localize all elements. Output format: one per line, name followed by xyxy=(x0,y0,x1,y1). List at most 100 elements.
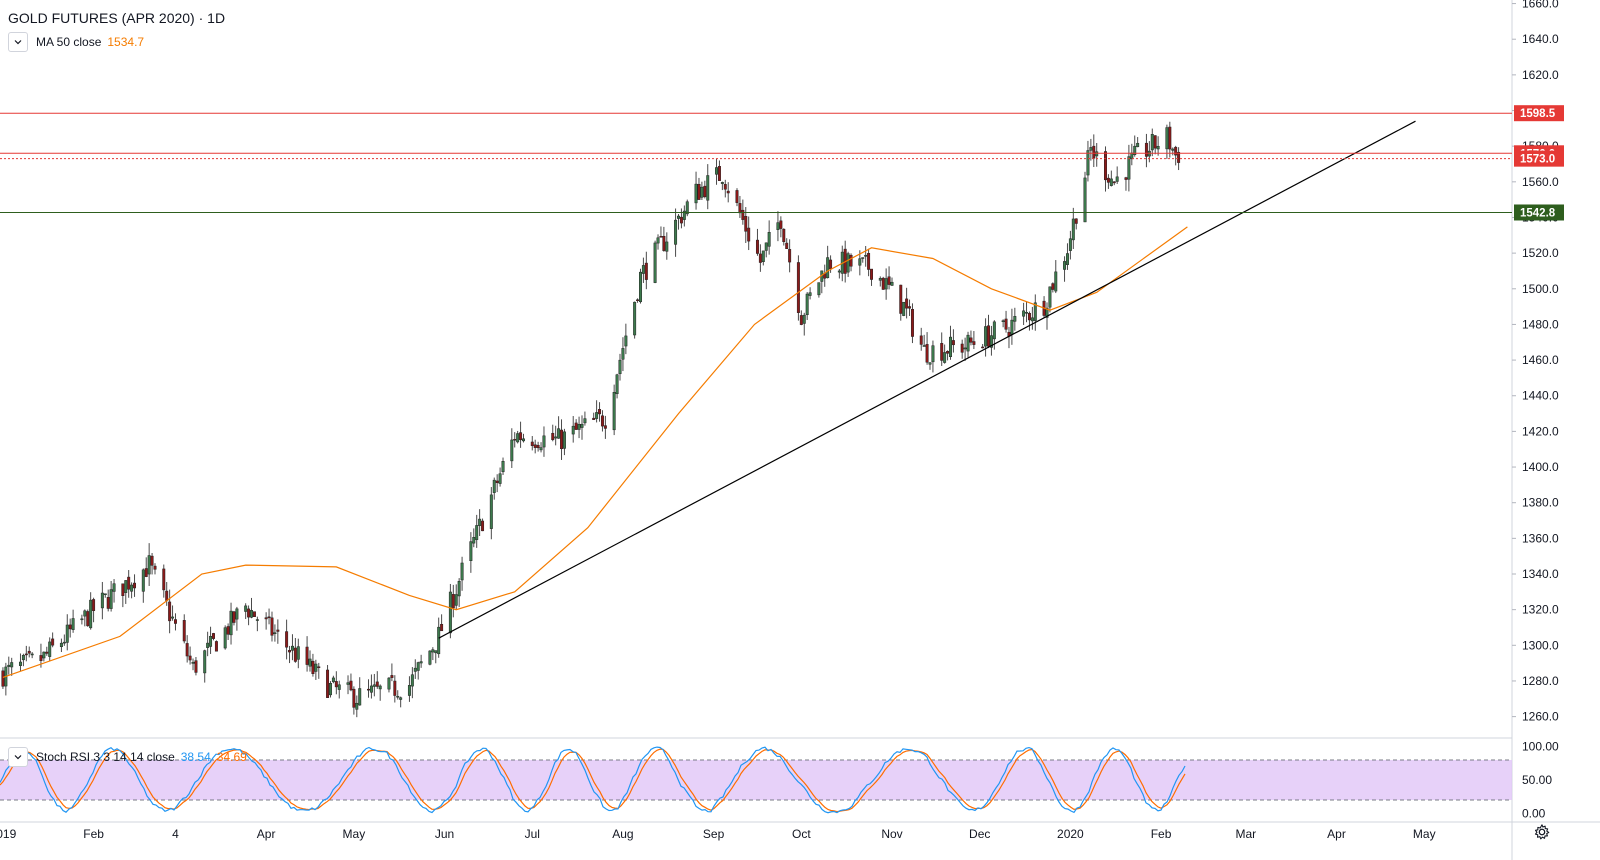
time-tick-label: Nov xyxy=(881,827,902,841)
candle-body xyxy=(583,418,587,424)
candle-body xyxy=(168,601,172,622)
collapse-legend-button[interactable] xyxy=(8,32,28,52)
candle-body xyxy=(1,670,5,687)
time-tick-label: Feb xyxy=(1151,827,1172,841)
candle-body xyxy=(1109,178,1113,186)
candle-body xyxy=(577,424,581,430)
candle-body xyxy=(870,268,873,280)
candle-body xyxy=(1074,218,1078,224)
candle-body xyxy=(1095,151,1099,157)
stoch-rsi-tick-label: 100.00 xyxy=(1522,740,1559,754)
candle-body xyxy=(416,662,420,671)
candle-body xyxy=(1153,135,1157,149)
candle-body xyxy=(48,641,52,657)
candle-body xyxy=(554,436,558,439)
time-tick-label: Dec xyxy=(969,827,990,841)
candle-body xyxy=(214,641,218,652)
candle-body xyxy=(375,681,379,687)
ma-label: MA 50 close xyxy=(36,35,102,49)
candle-body xyxy=(326,669,330,698)
candle-body xyxy=(539,447,543,451)
candle-body xyxy=(1010,319,1014,335)
candle-body xyxy=(434,650,438,654)
price-level-tag xyxy=(1514,204,1564,221)
stoch-rsi-label: Stoch RSI 3 3 14 14 close xyxy=(36,750,175,764)
candle-body xyxy=(1004,318,1008,330)
candle-body xyxy=(1165,127,1169,150)
candle-body xyxy=(706,175,710,201)
candle-body xyxy=(188,655,192,661)
candle-body xyxy=(931,345,935,363)
candle-body xyxy=(960,343,964,353)
time-tick-label: Oct xyxy=(792,827,811,841)
candle-body xyxy=(112,583,116,592)
candle-body xyxy=(367,688,370,691)
candle-body xyxy=(943,352,947,363)
settings-button[interactable] xyxy=(1532,822,1552,842)
candle-body xyxy=(290,645,294,651)
candle-body xyxy=(68,624,72,630)
candle-body xyxy=(293,647,297,662)
candle-body xyxy=(264,617,268,620)
time-tick-label: Jun xyxy=(435,827,454,841)
price-level-tag xyxy=(1514,150,1564,167)
candle-body xyxy=(337,684,341,690)
candle-body xyxy=(162,568,166,591)
candle-body xyxy=(1144,142,1148,157)
candle-body xyxy=(270,617,274,636)
candle-body xyxy=(209,635,213,647)
candle-body xyxy=(530,441,534,446)
candle-body xyxy=(267,616,271,619)
candle-body xyxy=(369,685,373,693)
candle-body xyxy=(352,688,356,708)
candle-body xyxy=(185,643,189,657)
candle-body xyxy=(296,646,300,660)
candle-body xyxy=(758,253,762,263)
candle-body xyxy=(1045,307,1049,318)
price-tick-label: 1360.0 xyxy=(1522,531,1559,545)
candle-body xyxy=(1104,151,1107,181)
candle-body xyxy=(972,341,976,345)
collapse-rsi-legend-button[interactable] xyxy=(8,747,28,767)
candle-body xyxy=(592,417,596,420)
price-tick-label: 1280.0 xyxy=(1522,674,1559,688)
candle-body xyxy=(203,650,207,674)
candle-body xyxy=(1051,283,1055,290)
candle-body xyxy=(457,581,461,597)
candle-body xyxy=(1136,142,1140,148)
candle-body xyxy=(223,627,227,649)
candle-body xyxy=(747,227,751,242)
candle-body xyxy=(1025,312,1029,314)
candle-body xyxy=(328,683,332,696)
candle-body xyxy=(717,166,721,181)
candle-body xyxy=(498,473,502,484)
candle-body xyxy=(440,624,444,632)
candle-body xyxy=(992,321,996,340)
candle-body xyxy=(890,281,894,286)
stoch-rsi-d-value: 34.69 xyxy=(216,750,247,764)
candle-body xyxy=(522,438,525,442)
candle-body xyxy=(130,584,134,592)
candle-body xyxy=(641,265,645,274)
candle-body xyxy=(18,661,22,666)
stoch-rsi-legend: Stoch RSI 3 3 14 14 close 38.54 34.69 xyxy=(8,747,247,767)
candle-body xyxy=(235,608,239,620)
candle-body xyxy=(106,597,110,609)
candle-body xyxy=(30,653,34,656)
candle-body xyxy=(133,582,137,589)
candle-body xyxy=(1071,218,1075,241)
candle-body xyxy=(71,618,75,630)
candle-body xyxy=(674,219,678,245)
candle-body xyxy=(1171,148,1175,151)
gear-icon xyxy=(1534,824,1550,840)
candle-body xyxy=(989,335,993,348)
stoch-rsi-k-line xyxy=(0,746,1186,814)
candle-body xyxy=(144,568,148,577)
candle-body xyxy=(448,591,452,634)
candle-body xyxy=(1063,261,1067,270)
candle-body xyxy=(858,258,862,266)
candle-body xyxy=(633,301,637,336)
candle-body xyxy=(100,592,104,609)
candle-body xyxy=(83,610,87,617)
